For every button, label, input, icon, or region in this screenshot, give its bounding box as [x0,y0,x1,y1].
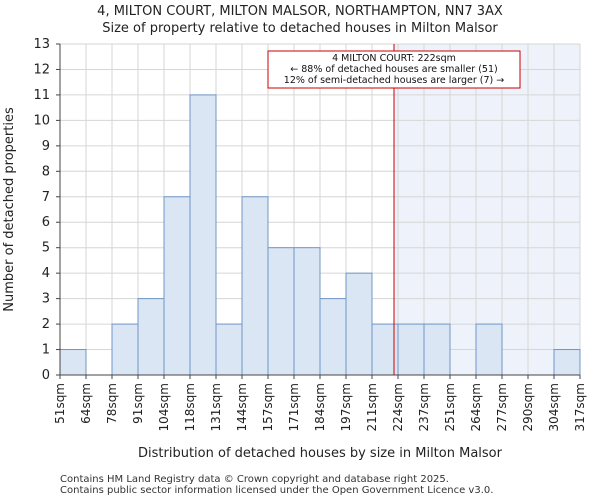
x-tick-label-157sqm: 157sqm [261,383,275,431]
x-axis-label: Distribution of detached houses by size … [138,446,503,461]
highlight-region [394,44,580,375]
y-tick-label-13: 13 [33,37,50,52]
x-tick-label-131sqm: 131sqm [209,383,223,431]
bar-237sqm [423,323,451,376]
bar-131sqm [215,323,243,376]
y-tick-label-9: 9 [42,139,50,154]
annotation-line-2: ← 88% of detached houses are smaller (51… [290,64,497,75]
x-tick-label-51sqm: 51sqm [53,383,67,424]
y-tick-label-0: 0 [42,368,50,383]
y-tick-label-8: 8 [42,164,50,179]
bar-104sqm [163,196,191,376]
bar-91sqm [137,298,165,376]
y-tick-label-11: 11 [33,88,50,103]
x-tick-label-64sqm: 64sqm [79,383,93,424]
x-tick-label-317sqm: 317sqm [573,383,587,431]
y-tick-label-1: 1 [42,343,50,358]
footer-line-1: Contains HM Land Registry data © Crown c… [60,474,449,485]
x-tick-label-304sqm: 304sqm [547,383,561,431]
bar-304sqm [553,349,581,376]
x-tick-label-91sqm: 91sqm [131,383,145,424]
x-tick-label-118sqm: 118sqm [183,383,197,431]
x-tick-label-171sqm: 171sqm [287,383,301,431]
bar-224sqm [397,323,425,376]
y-tick-label-5: 5 [42,241,50,256]
x-tick-label-264sqm: 264sqm [469,383,483,431]
chart-subtitle: Size of property relative to detached ho… [102,21,498,36]
annotation-line-3: 12% of semi-detached houses are larger (… [284,75,504,86]
x-tick-label-104sqm: 104sqm [157,383,171,431]
y-tick-label-12: 12 [33,62,50,77]
bar-78sqm [111,323,139,376]
y-tick-label-3: 3 [42,292,50,307]
x-tick-label-251sqm: 251sqm [443,383,457,431]
y-tick-label-7: 7 [42,190,50,205]
bar-197sqm [345,272,373,376]
annotation-line-1: 4 MILTON COURT: 222sqm [332,53,456,64]
x-tick-label-184sqm: 184sqm [313,383,327,431]
x-tick-label-197sqm: 197sqm [339,383,353,431]
x-tick-label-224sqm: 224sqm [391,383,405,431]
y-tick-label-6: 6 [42,215,50,230]
x-tick-label-211sqm: 211sqm [365,383,379,431]
y-tick-label-4: 4 [42,266,50,281]
x-tick-label-277sqm: 277sqm [495,383,509,431]
bar-51sqm [59,349,87,376]
footer-line-2: Contains public sector information licen… [60,485,494,496]
bar-157sqm [267,247,295,376]
bar-171sqm [293,247,321,376]
bar-144sqm [241,196,269,376]
x-tick-label-237sqm: 237sqm [417,383,431,431]
bar-118sqm [189,94,217,376]
y-axis-label: Number of detached properties [2,107,17,312]
annotation-box [267,50,521,89]
bar-264sqm [475,323,503,376]
x-tick-label-144sqm: 144sqm [235,383,249,431]
y-tick-label-2: 2 [42,317,50,332]
chart-title: 4, MILTON COURT, MILTON MALSOR, NORTHAMP… [97,4,503,19]
bar-184sqm [319,298,347,376]
x-tick-label-290sqm: 290sqm [521,383,535,431]
x-tick-label-78sqm: 78sqm [105,383,119,424]
y-tick-label-10: 10 [33,113,50,128]
